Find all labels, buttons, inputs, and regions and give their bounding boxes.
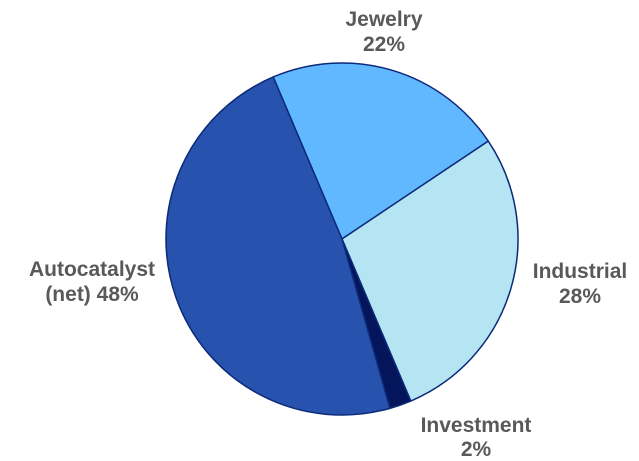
slice-label-line: Investment [421, 414, 532, 437]
slice-label-line: Autocatalyst [29, 258, 155, 281]
slice-label-line: Industrial [533, 260, 628, 283]
slice-label-industrial: Industrial 28% [533, 260, 628, 308]
slice-label-line: 22% [363, 33, 405, 56]
slice-label-line: 2% [461, 438, 492, 461]
slice-label-investment: Investment 2% [421, 414, 532, 461]
slice-label-line: (net) 48% [45, 283, 139, 306]
slice-label-jewelry: Jewelry 22% [345, 8, 422, 56]
pie-slice-autocatalyst-net [165, 76, 391, 416]
slice-label-line: 28% [559, 285, 601, 308]
slice-label-autocatalyst-net: Autocatalyst (net) 48% [29, 258, 155, 306]
pie-labels: Jewelry 22% Industrial 28% Investment 2% Autoc… [29, 8, 627, 461]
pie-slices [165, 62, 519, 416]
pie-slice-jewelry [272, 62, 489, 240]
pie-slice-industrial [341, 140, 519, 402]
slice-label-line: Jewelry [345, 8, 422, 31]
